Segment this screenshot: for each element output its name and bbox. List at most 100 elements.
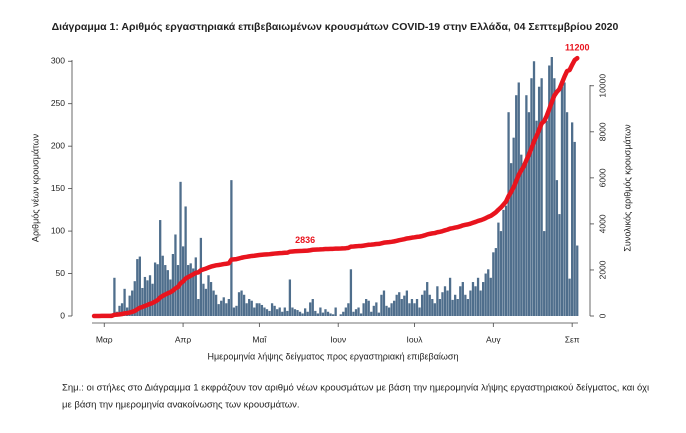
bar (240, 290, 243, 316)
bar (522, 163, 525, 316)
bar (255, 303, 258, 316)
bar (319, 307, 322, 316)
bar (214, 294, 218, 316)
bar (520, 154, 523, 316)
bar (565, 112, 569, 317)
bar (359, 313, 363, 316)
bar (171, 254, 175, 316)
bar (413, 303, 416, 316)
bar (377, 312, 381, 316)
bar (225, 303, 228, 316)
y-tick-label: 300 (51, 55, 65, 65)
y-tick-label: 0 (60, 310, 65, 320)
bar (375, 302, 378, 316)
bar (484, 273, 487, 316)
annotation: 11200 (565, 43, 590, 53)
bar (278, 307, 281, 316)
x-tick-label: Μαΐ (252, 334, 267, 344)
bar (367, 300, 370, 316)
bar (527, 112, 531, 317)
bar (309, 302, 312, 316)
bar (530, 78, 533, 316)
bar (469, 290, 472, 316)
bar (159, 220, 162, 316)
bar (242, 294, 246, 316)
x-tick-label: Ιουν (330, 334, 346, 344)
bar (451, 299, 454, 316)
y2-tick-label: 8000 (597, 122, 607, 141)
bar (408, 303, 411, 316)
bar (555, 180, 559, 316)
bar (487, 269, 490, 316)
bar (161, 255, 164, 316)
bar (128, 295, 131, 316)
bar (301, 313, 304, 316)
bar (199, 237, 203, 316)
y-axis-label: Αριθμός νέων κρουσμάτων (30, 133, 40, 242)
bar (418, 307, 421, 316)
bar (515, 95, 518, 317)
bar (326, 311, 330, 316)
y-tick-label: 200 (51, 140, 65, 150)
bar (492, 252, 495, 316)
bar (537, 86, 541, 316)
bar (349, 269, 353, 316)
bar (387, 307, 391, 316)
bar (232, 307, 236, 316)
bar (426, 282, 429, 316)
bar (314, 310, 317, 316)
bar (354, 309, 358, 316)
bar (189, 263, 192, 316)
bar (443, 286, 447, 316)
bar (136, 259, 139, 316)
x-tick-label: Ιουλ (406, 334, 423, 344)
bar (197, 299, 200, 316)
bar (385, 305, 388, 316)
bar (245, 303, 248, 316)
bar (204, 288, 208, 316)
bar (400, 299, 403, 316)
bar (250, 300, 253, 316)
bar (454, 294, 457, 316)
bar (573, 141, 576, 316)
bar (461, 282, 464, 316)
bar (398, 292, 401, 316)
bar (512, 137, 515, 316)
bar (446, 290, 449, 316)
bar (156, 264, 159, 316)
bar (423, 290, 426, 316)
bar (502, 209, 505, 316)
bar (410, 299, 414, 316)
bar (276, 309, 279, 316)
annotation: 2836 (295, 235, 315, 245)
bar (459, 286, 462, 316)
y2-tick-label: 2000 (597, 260, 607, 279)
bar (194, 257, 197, 316)
bar (184, 206, 187, 316)
bar (286, 310, 289, 316)
x-tick-label: Αυγ (486, 334, 501, 344)
bar (222, 297, 225, 316)
bar (370, 311, 373, 316)
bar (464, 294, 467, 316)
bar (540, 78, 543, 316)
bar (260, 304, 264, 316)
bar (489, 277, 492, 316)
bar (357, 307, 360, 316)
bar (509, 163, 513, 316)
bar (212, 290, 215, 316)
bar (141, 287, 144, 316)
bar (479, 290, 482, 316)
bar (507, 112, 510, 317)
bar (311, 299, 314, 316)
bar (553, 78, 556, 316)
bar (476, 277, 480, 316)
bar (281, 311, 284, 316)
bar (571, 122, 574, 316)
bar (220, 300, 223, 316)
bar (543, 231, 546, 316)
bar (466, 299, 470, 316)
bar (227, 299, 230, 316)
bar (133, 281, 136, 316)
bar (372, 305, 375, 316)
